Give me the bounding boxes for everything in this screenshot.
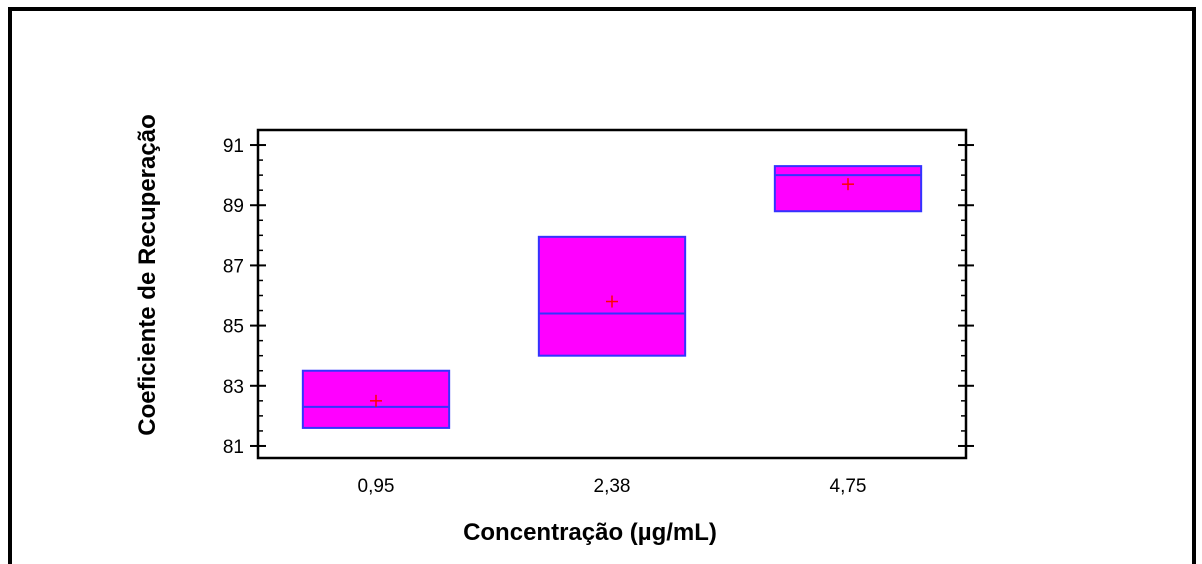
plot-area: 81 83 85 87 89 91 0,95 2,38 4,75 [223, 128, 974, 497]
y-tick-label: 89 [223, 196, 244, 217]
plot-frame [256, 128, 968, 460]
y-tick-label: 91 [223, 136, 244, 157]
x-axis-title: Concentração (µg/mL) [463, 519, 717, 546]
y-tick-label: 87 [223, 256, 244, 277]
y-tick-label: 85 [223, 317, 244, 338]
x-tick-label: 4,75 [830, 476, 867, 497]
y-tick-label: 83 [223, 377, 244, 398]
y-tick-label: 81 [223, 437, 244, 458]
box-3 [773, 165, 923, 213]
x-tick-label: 2,38 [594, 476, 631, 497]
y-axis-title: Coeficiente de Recuperação [134, 114, 161, 435]
outer-border [8, 7, 1196, 564]
x-tick-label: 0,95 [358, 476, 395, 497]
